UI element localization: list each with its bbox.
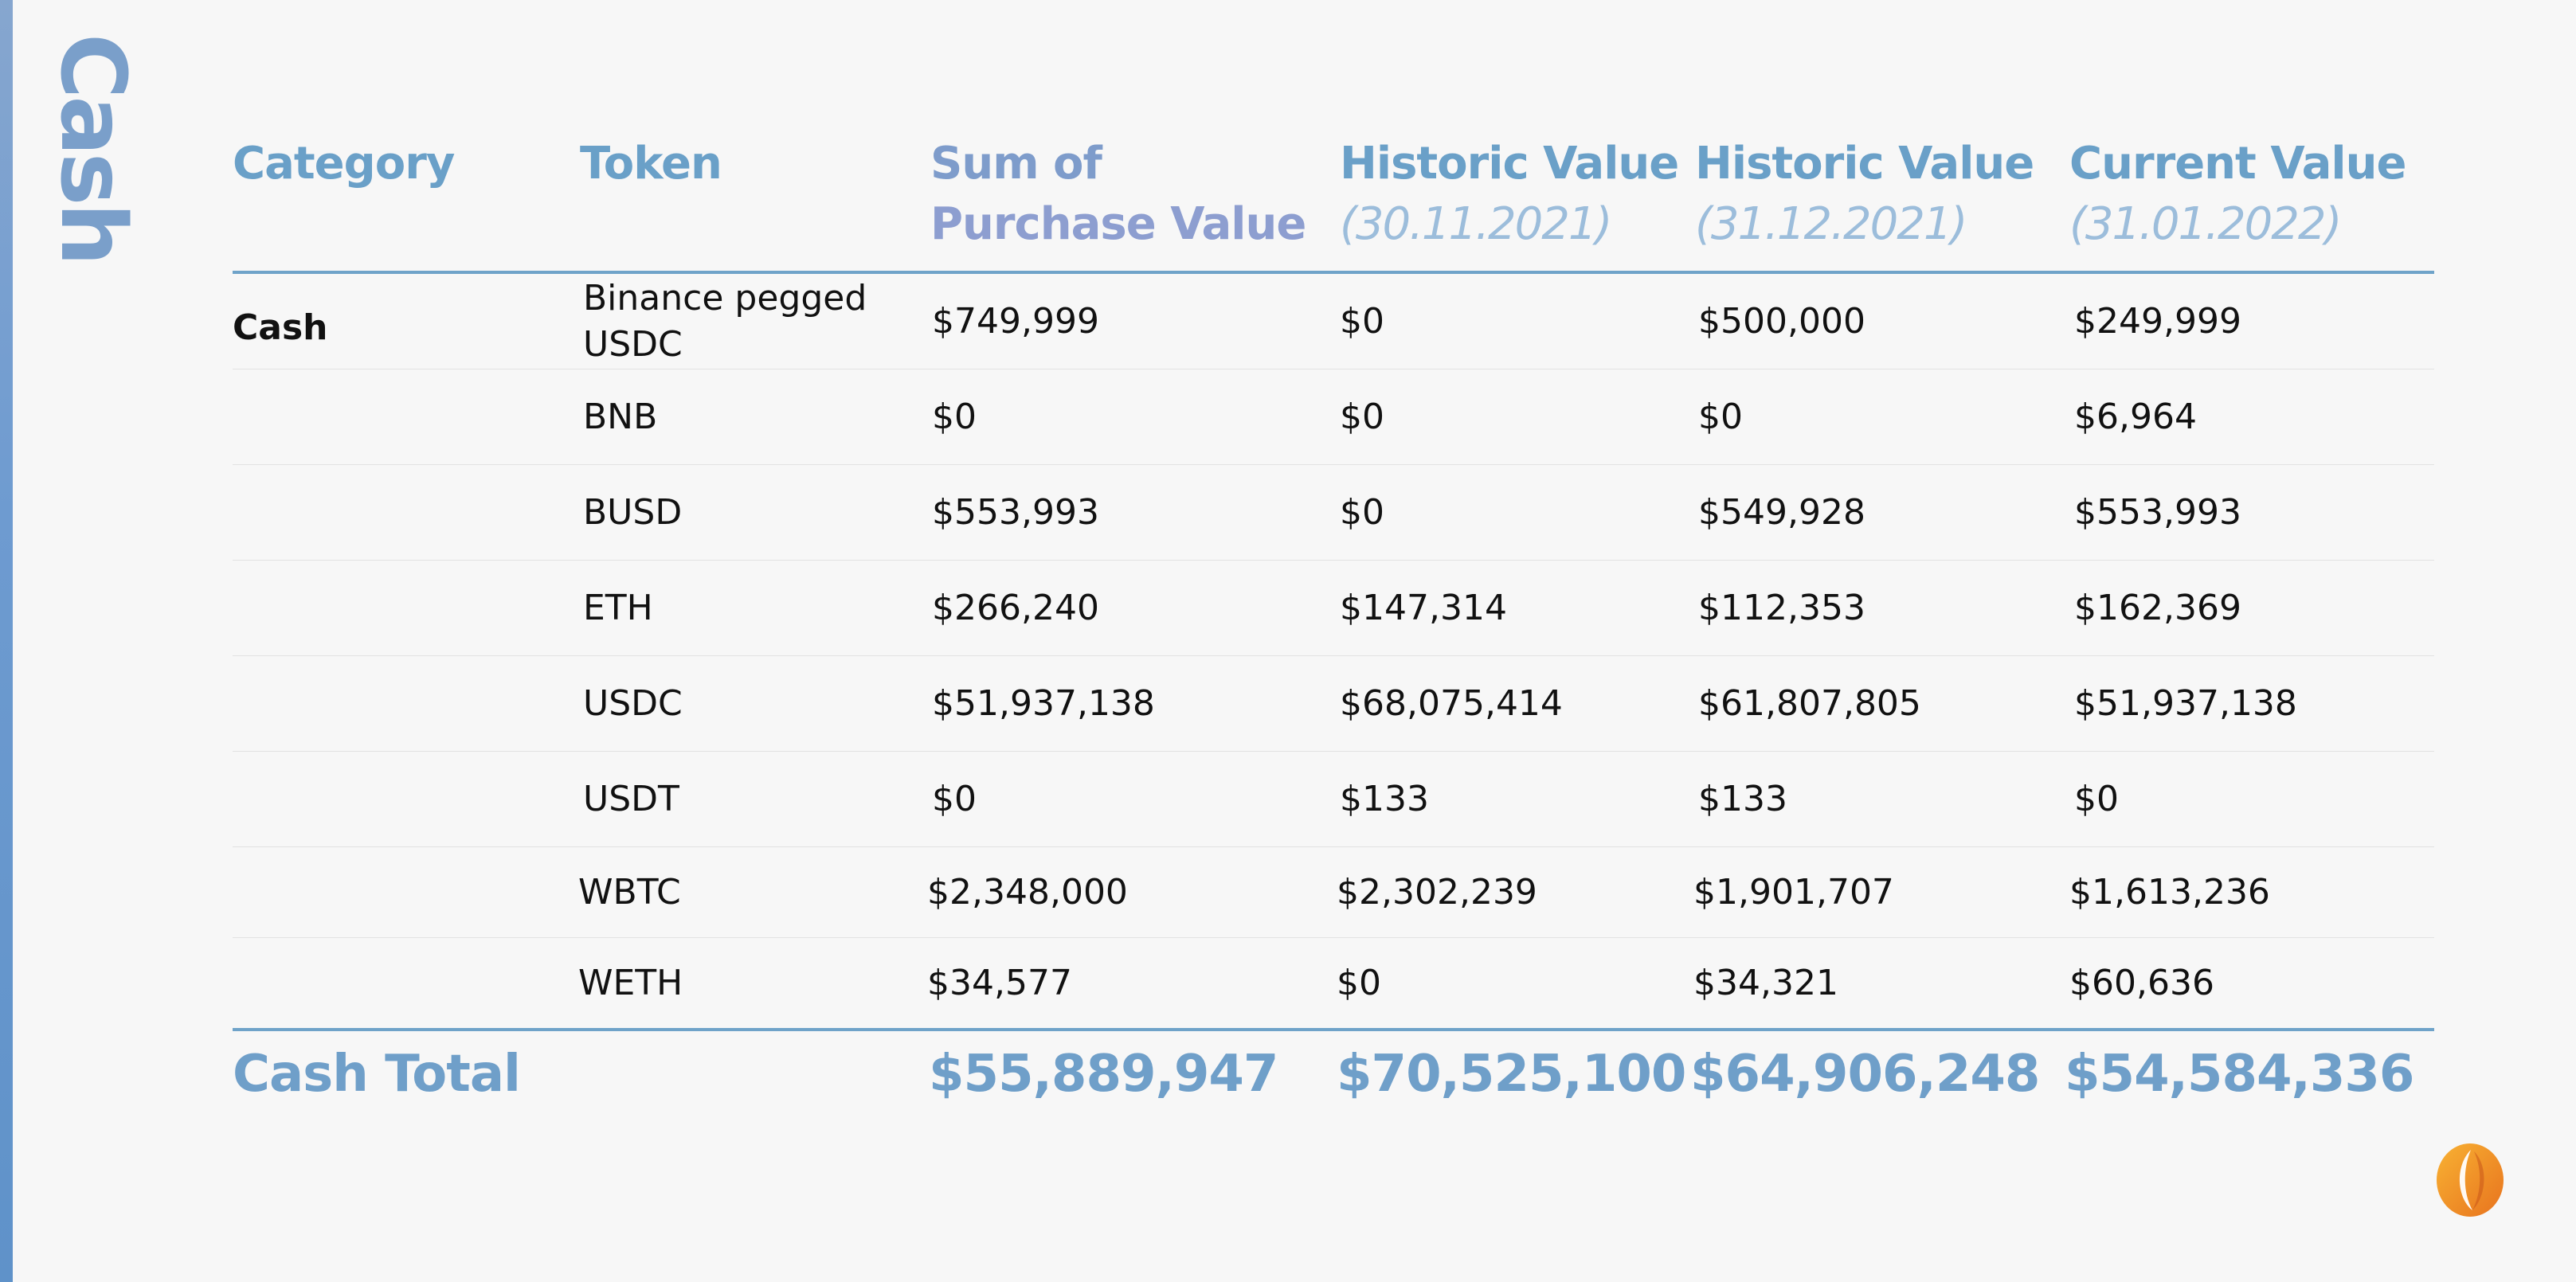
total-current: $54,584,336 — [2065, 1045, 2414, 1104]
cell-token: BUSD — [583, 492, 683, 533]
cell-token: Binance pegged USDC — [583, 277, 867, 365]
header-current-title: Current Value — [2069, 138, 2406, 190]
header-category: Category — [233, 138, 455, 190]
cell-historic-1: $0 — [1340, 397, 1384, 437]
cell-purchase: $2,348,000 — [927, 872, 1128, 913]
header-token: Token — [580, 138, 722, 190]
cell-current: $60,636 — [2069, 963, 2214, 1003]
cell-token: ETH — [583, 588, 653, 628]
header-purchase-line1: Sum of — [930, 138, 1102, 190]
header-historic-value-1: Historic Value (30.11.2021) — [1340, 134, 1679, 255]
cell-historic-2: $549,928 — [1698, 492, 1865, 533]
header-purchase-value: Sum of Purchase Value — [930, 134, 1306, 255]
brand-logo-icon — [2436, 1142, 2504, 1218]
section-title-text: Cash — [41, 33, 144, 264]
cell-historic-2: $61,807,805 — [1698, 683, 1921, 724]
table-row: WBTC $2,348,000 $2,302,239 $1,901,707 $1… — [233, 847, 2434, 938]
left-accent-bar — [0, 0, 13, 1282]
cell-token: USDT — [583, 779, 679, 819]
header-purchase-line2: Purchase Value — [930, 198, 1306, 250]
cell-historic-1: $2,302,239 — [1337, 872, 1537, 913]
header-historic-2-date: (31.12.2021) — [1695, 198, 1967, 250]
header-historic-2-title: Historic Value — [1695, 138, 2034, 190]
cell-current: $51,937,138 — [2074, 683, 2297, 724]
cell-token: WETH — [578, 963, 683, 1003]
table-row: USDT $0 $133 $133 $0 — [233, 752, 2434, 847]
cell-token: WBTC — [578, 872, 681, 913]
cell-category: Cash — [233, 307, 328, 348]
cell-current: $1,613,236 — [2069, 872, 2270, 913]
cell-historic-1: $133 — [1340, 779, 1429, 819]
cell-purchase: $553,993 — [932, 492, 1099, 533]
cell-historic-2: $1,901,707 — [1693, 872, 1894, 913]
cell-historic-2: $0 — [1698, 397, 1743, 437]
header-current-date: (31.01.2022) — [2069, 198, 2342, 250]
header-current-value: Current Value (31.01.2022) — [2069, 134, 2406, 255]
total-historic-1: $70,525,100 — [1337, 1045, 1686, 1104]
header-historic-1-title: Historic Value — [1340, 138, 1679, 190]
cell-token: USDC — [583, 683, 683, 724]
section-title: Cash — [41, 33, 144, 272]
total-row: Cash Total $55,889,947 $70,525,100 $64,9… — [233, 1028, 2434, 1119]
cash-table: Category Token Sum of Purchase Value His… — [233, 119, 2434, 1119]
cell-current: $6,964 — [2074, 397, 2197, 437]
cell-purchase: $266,240 — [932, 588, 1099, 628]
total-label: Cash Total — [233, 1045, 521, 1104]
cell-historic-2: $112,353 — [1698, 588, 1865, 628]
header-historic-value-2: Historic Value (31.12.2021) — [1695, 134, 2034, 255]
table-row: ETH $266,240 $147,314 $112,353 $162,369 — [233, 561, 2434, 656]
cell-historic-1: $0 — [1337, 963, 1381, 1003]
brand-logo-svg — [2437, 1143, 2504, 1217]
cell-purchase: $0 — [932, 397, 977, 437]
cell-token: BNB — [583, 397, 658, 437]
table-row: BNB $0 $0 $0 $6,964 — [233, 369, 2434, 465]
cell-current: $553,993 — [2074, 492, 2241, 533]
total-purchase: $55,889,947 — [929, 1045, 1278, 1104]
header-historic-1-date: (30.11.2021) — [1340, 198, 1612, 250]
cell-historic-1: $0 — [1340, 492, 1384, 533]
cell-purchase: $0 — [932, 779, 977, 819]
cell-historic-2: $133 — [1698, 779, 1787, 819]
cell-purchase: $34,577 — [927, 963, 1072, 1003]
cell-current: $0 — [2074, 779, 2119, 819]
table-row: Cash Binance pegged USDC $749,999 $0 $50… — [233, 274, 2434, 369]
table-row: USDC $51,937,138 $68,075,414 $61,807,805… — [233, 656, 2434, 752]
table-header: Category Token Sum of Purchase Value His… — [233, 119, 2434, 274]
cell-purchase: $749,999 — [932, 301, 1099, 342]
cell-historic-2: $34,321 — [1693, 963, 1838, 1003]
table-row: WETH $34,577 $0 $34,321 $60,636 — [233, 938, 2434, 1028]
cell-current: $249,999 — [2074, 301, 2241, 342]
cell-historic-1: $147,314 — [1340, 588, 1507, 628]
table-body: Cash Binance pegged USDC $749,999 $0 $50… — [233, 274, 2434, 1028]
total-historic-2: $64,906,248 — [1690, 1045, 2040, 1104]
table-row: BUSD $553,993 $0 $549,928 $553,993 — [233, 465, 2434, 561]
cell-purchase: $51,937,138 — [932, 683, 1155, 724]
cell-historic-1: $68,075,414 — [1340, 683, 1563, 724]
cell-current: $162,369 — [2074, 588, 2241, 628]
cell-historic-1: $0 — [1340, 301, 1384, 342]
cell-historic-2: $500,000 — [1698, 301, 1865, 342]
